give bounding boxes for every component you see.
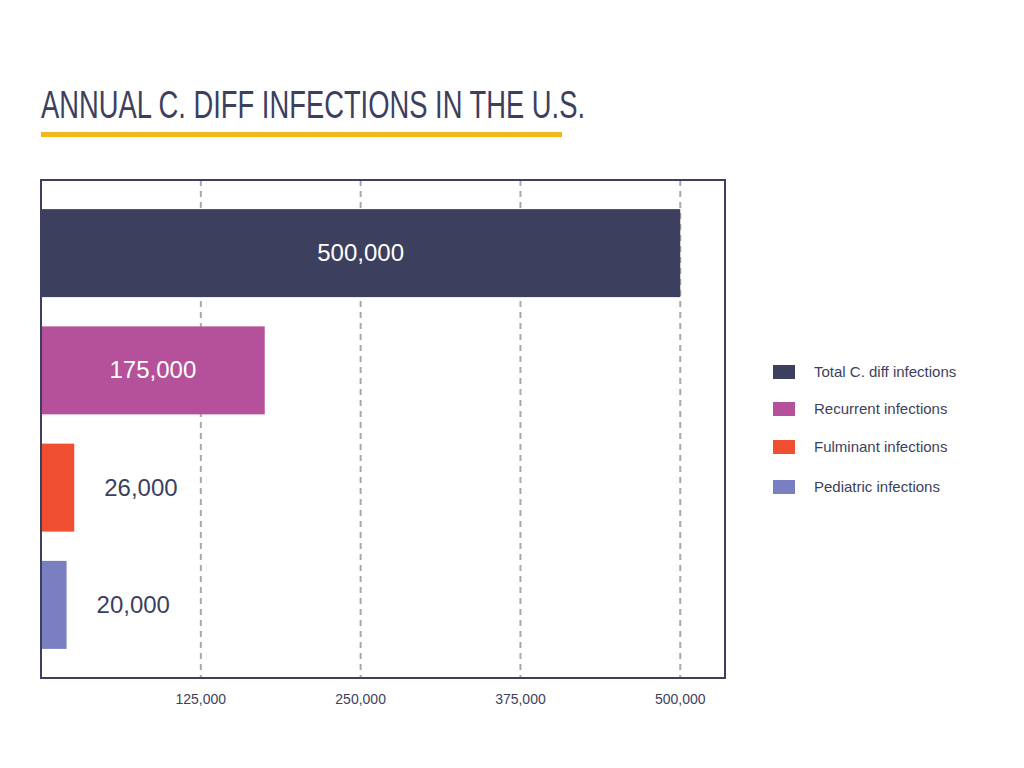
- data-label: 26,000: [104, 474, 177, 501]
- legend-swatch: [773, 402, 795, 416]
- legend-label: Pediatric infections: [814, 478, 940, 495]
- tick-label: 375,000: [495, 691, 546, 707]
- data-label: 20,000: [97, 591, 170, 618]
- tick-label: 250,000: [335, 691, 386, 707]
- legend-label: Total C. diff infections: [814, 363, 956, 380]
- bar: [41, 561, 67, 649]
- chart-container: ANNUAL C. DIFF INFECTIONS IN THE U.S. 125…: [0, 0, 1024, 768]
- legend: Total C. diff infections Recurrent infect…: [773, 363, 956, 495]
- title: ANNUAL C. DIFF INFECTIONS IN THE U.S.: [41, 84, 585, 126]
- bars: [41, 209, 680, 649]
- data-label: 500,000: [317, 239, 404, 266]
- bar: [41, 444, 74, 532]
- tick-label: 500,000: [655, 691, 706, 707]
- plot-frame: [41, 180, 725, 678]
- data-label: 175,000: [109, 356, 196, 383]
- chart-svg: ANNUAL C. DIFF INFECTIONS IN THE U.S. 125…: [0, 0, 1024, 768]
- legend-swatch: [773, 365, 795, 379]
- bar: [41, 209, 680, 297]
- legend-label: Recurrent infections: [814, 400, 947, 417]
- bar: [41, 326, 265, 414]
- title-underline: [41, 132, 562, 137]
- legend-swatch: [773, 480, 795, 494]
- tick-label: 125,000: [176, 691, 227, 707]
- data-labels: 500,000 175,000 26,000 20,000: [97, 239, 404, 618]
- legend-swatch: [773, 440, 795, 454]
- legend-label: Fulminant infections: [814, 438, 947, 455]
